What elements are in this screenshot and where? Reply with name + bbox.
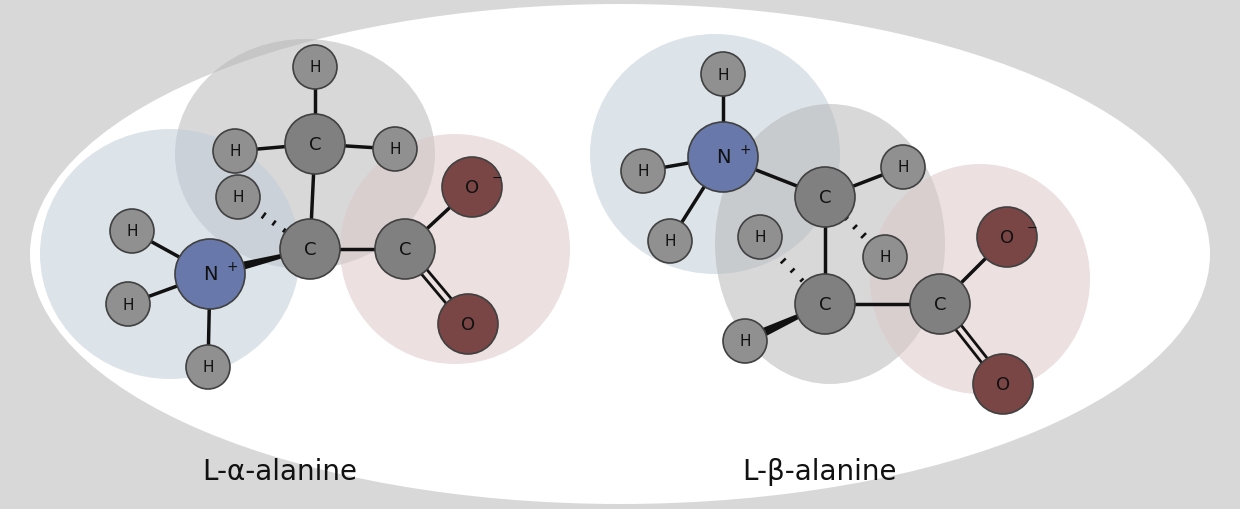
Circle shape	[186, 345, 229, 389]
Text: −: −	[492, 171, 502, 184]
Circle shape	[373, 128, 417, 172]
Text: −: −	[1027, 221, 1038, 234]
Text: H: H	[232, 190, 244, 205]
Text: C: C	[818, 295, 831, 314]
Circle shape	[910, 274, 970, 334]
Circle shape	[880, 146, 925, 190]
Ellipse shape	[590, 35, 839, 274]
Circle shape	[374, 219, 435, 279]
Circle shape	[441, 158, 502, 217]
Circle shape	[438, 294, 498, 354]
Circle shape	[738, 216, 782, 260]
Text: H: H	[126, 224, 138, 239]
Circle shape	[213, 130, 257, 174]
Text: C: C	[304, 241, 316, 259]
Ellipse shape	[340, 135, 570, 364]
Circle shape	[105, 282, 150, 326]
Circle shape	[175, 240, 246, 309]
Text: H: H	[754, 230, 766, 245]
Ellipse shape	[715, 105, 945, 384]
Text: O: O	[996, 375, 1011, 393]
Circle shape	[973, 354, 1033, 414]
Text: C: C	[399, 241, 412, 259]
Circle shape	[688, 123, 758, 192]
Circle shape	[216, 176, 260, 219]
Text: H: H	[309, 61, 321, 75]
Polygon shape	[208, 248, 310, 280]
Circle shape	[795, 167, 856, 228]
Text: H: H	[717, 67, 729, 82]
Text: H: H	[229, 144, 241, 159]
Text: +: +	[226, 260, 238, 273]
Text: O: O	[461, 316, 475, 333]
Text: H: H	[389, 142, 401, 157]
Circle shape	[293, 46, 337, 90]
Circle shape	[723, 319, 768, 363]
Text: N: N	[715, 148, 730, 167]
Text: H: H	[202, 360, 213, 375]
Circle shape	[701, 53, 745, 97]
Polygon shape	[743, 303, 826, 346]
Text: O: O	[465, 179, 479, 196]
Circle shape	[795, 274, 856, 334]
Text: H: H	[898, 160, 909, 175]
Text: H: H	[123, 297, 134, 312]
Text: L-α-alanine: L-α-alanine	[202, 457, 357, 485]
Circle shape	[977, 208, 1037, 267]
Text: H: H	[739, 334, 750, 349]
Circle shape	[110, 210, 154, 253]
Circle shape	[285, 115, 345, 175]
Text: H: H	[879, 250, 890, 265]
Circle shape	[621, 150, 665, 193]
Ellipse shape	[30, 5, 1210, 504]
Text: C: C	[818, 189, 831, 207]
Text: L-β-alanine: L-β-alanine	[743, 457, 898, 485]
Ellipse shape	[175, 40, 435, 269]
Text: O: O	[999, 229, 1014, 246]
Ellipse shape	[40, 130, 300, 379]
Circle shape	[649, 219, 692, 264]
Text: C: C	[309, 136, 321, 154]
Text: C: C	[934, 295, 946, 314]
Text: N: N	[203, 265, 217, 284]
Circle shape	[863, 236, 906, 279]
Text: +: +	[739, 143, 750, 157]
Circle shape	[280, 219, 340, 279]
Ellipse shape	[870, 165, 1090, 394]
Text: H: H	[637, 164, 649, 179]
Text: H: H	[665, 234, 676, 249]
